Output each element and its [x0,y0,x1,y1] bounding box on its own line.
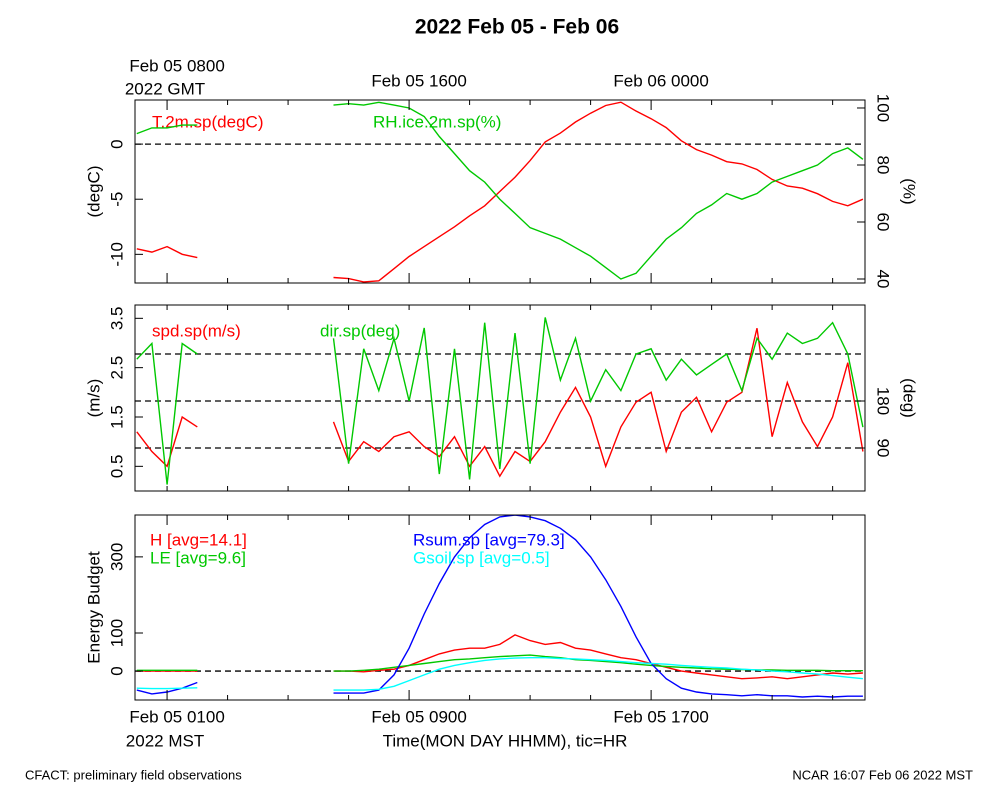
page-title: 2022 Feb 05 - Feb 06 [415,16,619,39]
y-tick-label: 0 [107,666,126,675]
y-tick-label: 100 [107,619,126,647]
x-year-label: 2022 GMT [125,79,205,98]
x-axis-label: Time(MON DAY HHMM), tic=HR [383,731,628,750]
y-tick-label: -5 [107,192,126,207]
legend-entry: Gsoil.sp [avg=0.5] [413,548,550,567]
x-tick-label: Feb 05 0900 [371,707,466,726]
legend-entry: dir.sp(deg) [320,321,400,340]
x-tick-label: Feb 05 1700 [613,707,708,726]
y-tick-label: 0.5 [107,455,126,479]
y-axis-label: (degC) [84,166,103,218]
legend-entry: H [avg=14.1] [150,530,247,549]
y2-tick-label: 180 [874,387,893,415]
x-year-label: 2022 MST [126,731,204,750]
y2-tick-label: 90 [874,439,893,458]
series-line [136,317,864,485]
y-axis-label: (m/s) [84,379,103,418]
x-tick-label: Feb 05 1600 [371,71,466,90]
legend-entry: LE [avg=9.6] [150,548,246,567]
y2-tick-label: 80 [874,156,893,175]
y-tick-label: -10 [107,242,126,267]
legend-entry: T.2m.sp(degC) [152,112,263,131]
y-axis-label: Energy Budget [84,551,103,664]
footer-right: NCAR 16:07 Feb 06 2022 MST [792,767,973,782]
plot-frame [134,304,866,492]
x-tick-label: Feb 05 0800 [129,56,224,75]
y-tick-label: 3.5 [107,307,126,331]
x-tick-label: Feb 06 0000 [613,71,708,90]
plot-frame [134,99,866,284]
y2-axis-label: (%) [900,178,919,204]
series-line [136,657,863,691]
y2-tick-label: 100 [874,94,893,122]
series-line [136,101,864,280]
y2-axis-label: (deg) [900,378,919,418]
y-tick-label: 300 [107,543,126,571]
plot-frame [134,514,866,701]
y2-tick-label: 60 [874,213,893,232]
legend-entry: RH.ice.2m.sp(%) [373,112,501,131]
legend-entry: Rsum.sp [avg=79.3] [413,530,565,549]
series-line [136,328,864,478]
y-tick-label: 1.5 [107,405,126,429]
x-tick-label: Feb 05 0100 [129,707,224,726]
series-line [136,634,863,680]
y-tick-label: 0 [107,139,126,148]
y-tick-label: 2.5 [107,356,126,380]
y2-tick-label: 40 [874,270,893,289]
legend-entry: spd.sp(m/s) [152,321,241,340]
series-line [136,654,863,672]
footer-left: CFACT: preliminary field observations [25,767,242,782]
